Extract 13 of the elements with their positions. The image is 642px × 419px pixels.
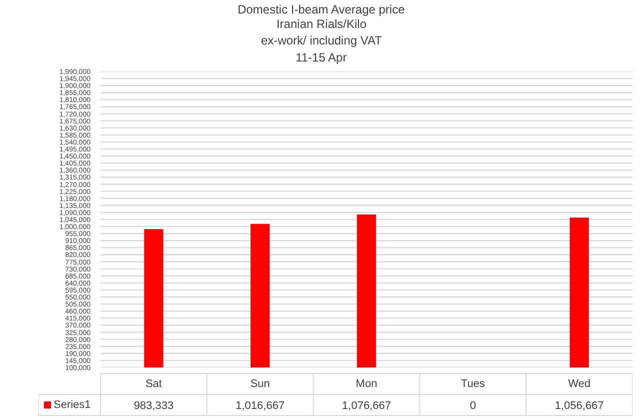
chart-subtitle: Iranian Rials/Kilo ex-work/ including VAT 11-15 Apr <box>261 16 383 64</box>
x-tick-label: Wed <box>568 378 591 390</box>
x-tick-label: Sat <box>145 378 162 390</box>
chart-title: Domestic I-beam Average price <box>238 2 406 16</box>
data-label: 1,076,667 <box>342 400 391 412</box>
data-label: 983,333 <box>134 400 174 412</box>
data-label: 1,016,667 <box>236 400 285 412</box>
x-tick-label: Sun <box>250 378 270 390</box>
x-tick-label: Mon <box>356 378 378 390</box>
text: 0 <box>470 400 476 412</box>
legend-label: Series1 <box>54 398 91 411</box>
data-label: 1,056,667 <box>554 400 604 412</box>
x-tick-label: Tues <box>460 378 486 390</box>
